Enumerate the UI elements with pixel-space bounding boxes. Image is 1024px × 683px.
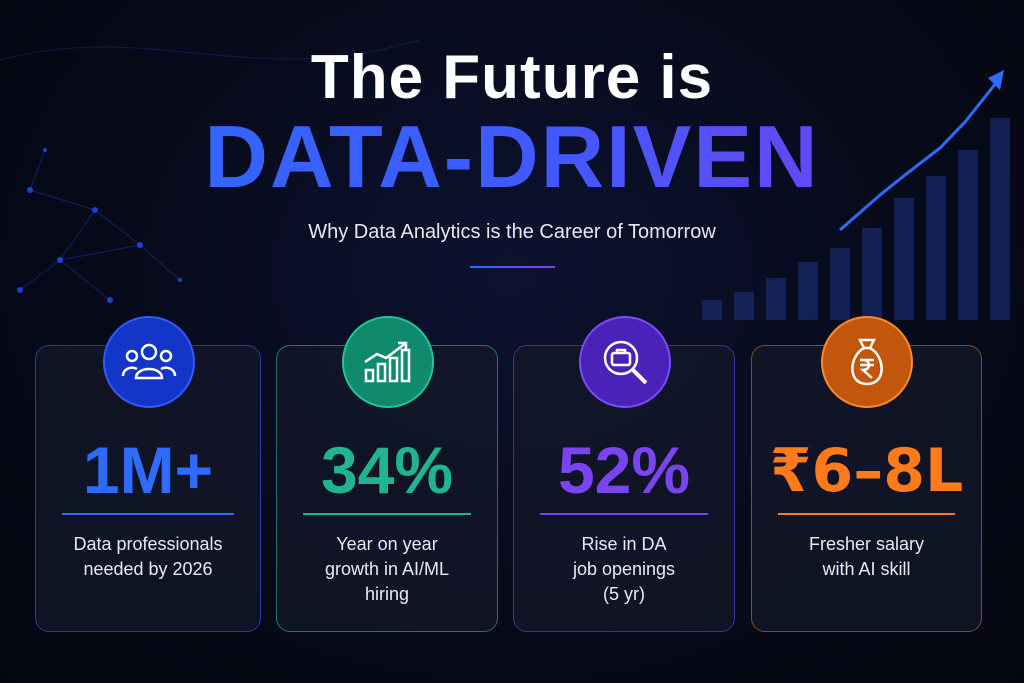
card-divider bbox=[540, 513, 708, 515]
text-line: Year on year bbox=[336, 534, 438, 554]
stat-value: 34% bbox=[320, 433, 454, 507]
stat-description: Fresher salary with AI skill bbox=[752, 532, 981, 582]
stat-value: ₹6–8L bbox=[769, 436, 964, 506]
title-line-2: DATA-DRIVEN bbox=[0, 106, 1024, 208]
stat-value: 1M+ bbox=[82, 433, 214, 507]
divider bbox=[470, 266, 555, 268]
stat-card: 52% Rise in DA job openings (5 yr) bbox=[513, 316, 735, 632]
stat-value: 52% bbox=[557, 433, 691, 507]
icon bbox=[579, 316, 671, 408]
text-line: Rise in DA bbox=[581, 534, 667, 554]
text-line: Fresher salary bbox=[808, 534, 925, 554]
card-divider bbox=[303, 513, 471, 515]
icon bbox=[821, 316, 913, 408]
icon bbox=[342, 316, 434, 408]
text-line: needed by 2026 bbox=[83, 559, 213, 579]
text-line: (5 yr) bbox=[603, 584, 645, 604]
stat-description: Rise in DA job openings (5 yr) bbox=[514, 532, 734, 607]
card-divider bbox=[62, 513, 234, 515]
stat-description: Data professionals needed by 2026 bbox=[36, 532, 260, 582]
stat-card: 1M+ Data professionals needed by 2026 bbox=[35, 316, 261, 632]
title-line-1: The Future is bbox=[310, 43, 714, 112]
text-line: job openings bbox=[572, 559, 676, 579]
text-line: growth in AI/ML bbox=[324, 559, 450, 579]
stat-card: 34% Year on year growth in AI/ML hiring bbox=[276, 316, 498, 632]
card-divider bbox=[778, 513, 955, 515]
icon bbox=[103, 316, 195, 408]
text-line: Data professionals bbox=[73, 534, 223, 554]
text-line: with AI skill bbox=[822, 559, 911, 579]
subtitle: Why Data Analytics is the Career of Tomo… bbox=[308, 221, 716, 243]
text-line: hiring bbox=[364, 584, 410, 604]
stat-card: ₹6–8L Fresher salary with AI skill bbox=[751, 316, 982, 632]
stat-description: Year on year growth in AI/ML hiring bbox=[277, 532, 497, 607]
